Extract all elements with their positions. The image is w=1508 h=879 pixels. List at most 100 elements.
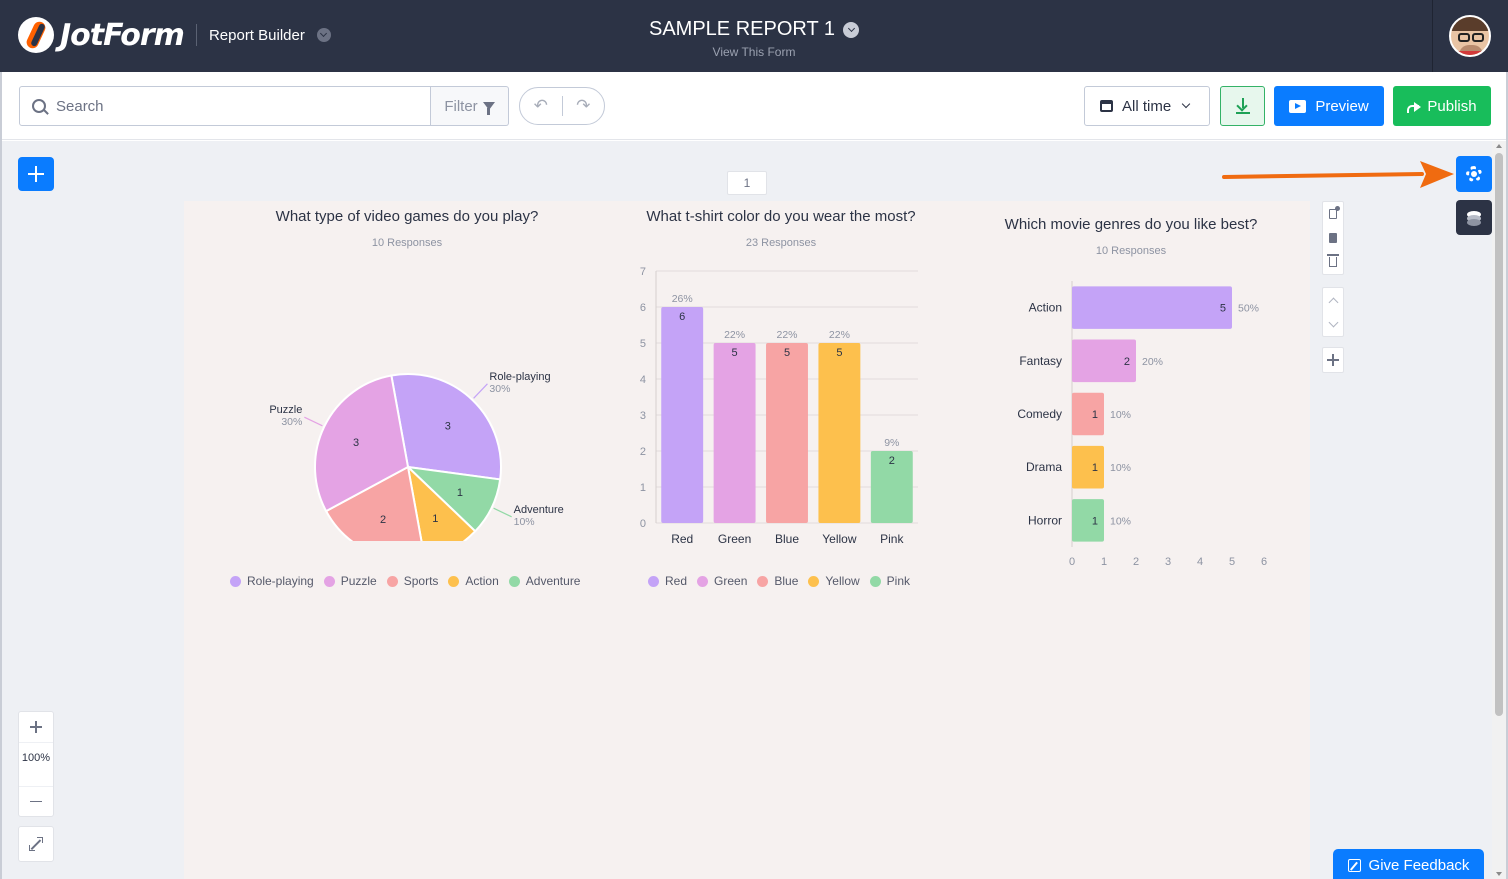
legend-dot [323, 575, 335, 587]
layers-button[interactable] [1456, 200, 1492, 235]
view-form-link[interactable]: View This Form [712, 45, 796, 59]
pie-category-label: Puzzle [269, 404, 302, 416]
legend-label: Yellow [825, 574, 860, 588]
chart-subtitle-movies: 10 Responses [1095, 245, 1167, 257]
filter-button[interactable]: Filter [431, 86, 509, 126]
y-tick-label: Comedy [1017, 407, 1062, 421]
trash-icon [1327, 254, 1339, 267]
paste-style-button[interactable] [1323, 202, 1343, 226]
search-icon [32, 99, 46, 113]
avatar[interactable] [1449, 15, 1491, 57]
bar-red[interactable] [661, 307, 704, 523]
filter-label: Filter [444, 97, 478, 115]
bar-action[interactable] [1072, 286, 1232, 329]
move-down-button[interactable] [1323, 312, 1343, 336]
download-button[interactable] [1220, 86, 1265, 126]
vertical-scrollbar[interactable] [1492, 141, 1506, 879]
pie-legend-item[interactable]: Action [448, 574, 499, 588]
y-tick-label: 7 [640, 266, 646, 278]
bar-horror[interactable] [1072, 499, 1104, 542]
logo[interactable]: JotForm Report Builder [18, 17, 331, 53]
page-number: 1 [727, 171, 767, 195]
scroll-up-arrow-icon[interactable] [1496, 144, 1502, 148]
bar-green[interactable] [713, 343, 756, 523]
report-menu-chevron-icon[interactable] [843, 21, 859, 38]
bar-pink[interactable] [870, 451, 913, 523]
pie-legend-item[interactable]: Adventure [508, 574, 580, 588]
scroll-thumb[interactable] [1495, 153, 1503, 716]
x-tick-label: Red [671, 532, 693, 546]
report-canvas: 1 What type of video games do you play? … [2, 141, 1492, 879]
delete-button[interactable] [1323, 250, 1343, 274]
duplicate-button[interactable] [1323, 226, 1343, 250]
bar-blue[interactable] [766, 343, 808, 523]
bar-legend-item[interactable]: Yellow [808, 574, 860, 588]
y-tick-label: 2 [640, 446, 646, 458]
pie-slice-sports[interactable] [324, 465, 425, 541]
app-name[interactable]: Report Builder [208, 26, 305, 44]
search-input[interactable] [56, 97, 416, 115]
y-tick-label: 5 [640, 338, 646, 350]
report-title[interactable]: SAMPLE REPORT 1 [649, 18, 859, 41]
bar-legend-item[interactable]: Pink [869, 574, 910, 588]
chart-subtitle-video-games: 10 Responses [371, 237, 443, 249]
pie-category-label: Adventure [514, 504, 564, 516]
redo-button[interactable]: ↷ [562, 88, 604, 124]
y-tick-label: Horror [1028, 513, 1062, 527]
pie-legend-item[interactable]: Puzzle [323, 574, 377, 588]
bar-comedy[interactable] [1072, 392, 1104, 436]
pie-legend-item[interactable]: Sports [386, 574, 438, 588]
y-tick-label: Action [1029, 301, 1062, 315]
zoom-in-button[interactable] [19, 712, 53, 742]
toolbar: Filter ↶ ↷ All time Preview Publish [2, 72, 1506, 140]
bar-chart-tshirt[interactable]: 0 1 2 3 4 5 6 7 6 26% Red 5 22% Green 5 22% Blue 5 22% Yell… [614, 261, 924, 551]
date-range-select[interactable]: All time [1084, 86, 1210, 126]
add-page-button[interactable] [1323, 348, 1343, 372]
bar-legend-item[interactable]: Green [697, 574, 747, 588]
bar-fantasy[interactable] [1072, 339, 1136, 383]
layers-icon [1466, 210, 1482, 226]
undo-button[interactable]: ↶ [520, 88, 562, 124]
settings-button[interactable] [1456, 156, 1492, 192]
pie-slice-action[interactable] [406, 464, 477, 541]
pie-chart-video-games[interactable]: 31123Role-playing30%Adventure10%Action10… [234, 281, 594, 541]
move-up-button[interactable] [1323, 288, 1343, 312]
pie-slice-puzzle[interactable] [314, 374, 410, 513]
preview-button[interactable]: Preview [1274, 86, 1384, 126]
zoom-out-button[interactable] [19, 786, 53, 816]
publish-button[interactable]: Publish [1393, 86, 1491, 126]
duplicate-icon [1326, 233, 1337, 247]
bar-drama[interactable] [1072, 445, 1104, 489]
bar-legend-item[interactable]: Red [648, 574, 687, 588]
scroll-down-arrow-icon[interactable] [1496, 872, 1502, 876]
fullscreen-button[interactable] [18, 826, 54, 862]
plus-icon [1327, 354, 1339, 366]
app-switcher-chevron-icon[interactable] [316, 28, 331, 42]
pie-legend-item[interactable]: Role-playing [230, 574, 314, 588]
zoom-level: 100% [21, 752, 51, 764]
pie-slice-role-playing[interactable] [390, 373, 502, 481]
bar-percent-label: 9% [884, 437, 899, 449]
widget-actions [1322, 201, 1344, 275]
y-tick-label: 0 [640, 518, 646, 530]
bar-percent-label: 10% [1110, 409, 1131, 421]
y-tick-label: 1 [640, 482, 646, 494]
add-page-group [1322, 347, 1344, 373]
legend-label: Role-playing [247, 574, 314, 588]
minus-icon [30, 800, 42, 803]
legend-dot [869, 575, 881, 587]
x-tick-label: 5 [1229, 556, 1235, 568]
bar-percent-label: 22% [776, 329, 797, 341]
bar-yellow[interactable] [818, 343, 861, 523]
pie-leader-line [473, 383, 488, 399]
give-feedback-button[interactable]: Give Feedback [1333, 849, 1484, 879]
plus-icon [30, 721, 42, 733]
pie-value-label: 3 [353, 437, 359, 449]
add-element-button[interactable] [18, 157, 54, 191]
annotation-arrow-icon [1222, 161, 1454, 188]
legend-label: Pink [886, 574, 910, 588]
bar-legend-item[interactable]: Blue [757, 574, 798, 588]
x-tick-label: 3 [1165, 556, 1171, 568]
bar-percent-label: 50% [1238, 303, 1259, 315]
